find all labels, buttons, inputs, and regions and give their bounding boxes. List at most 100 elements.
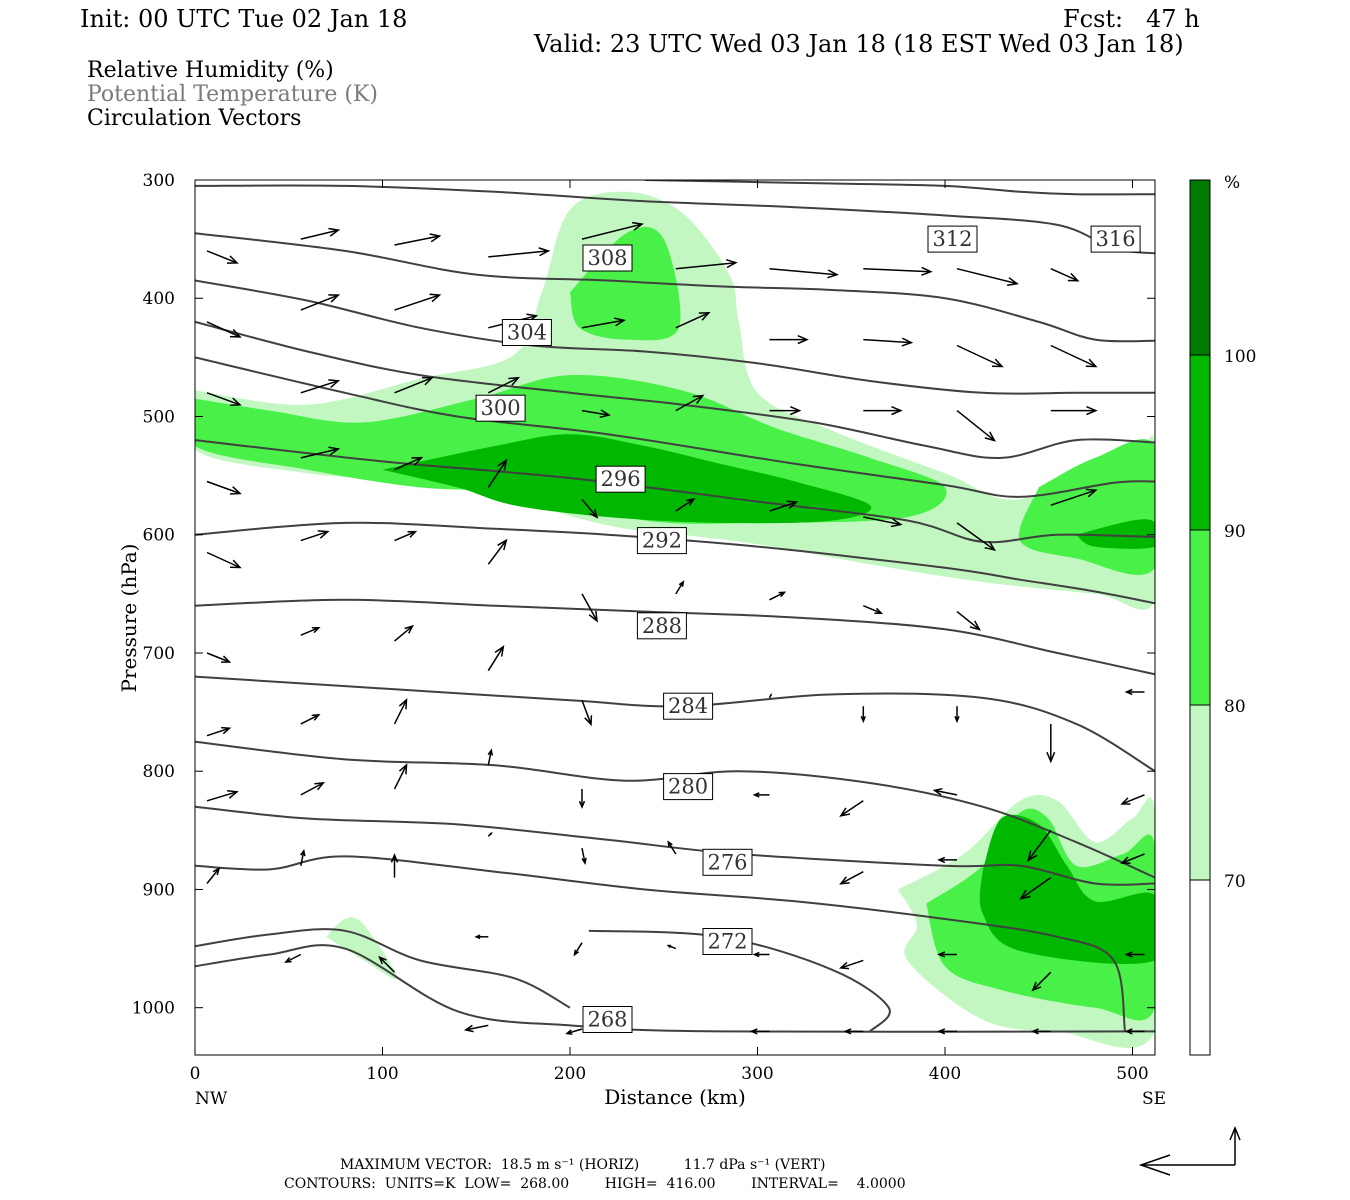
vector-head — [573, 949, 580, 957]
theta-contour-296 — [195, 521, 1155, 605]
vector-shaft — [863, 516, 901, 526]
vector-head — [494, 645, 505, 657]
vector-head — [538, 247, 551, 257]
colorbar: 100 90 80 70 — [1189, 179, 1256, 1056]
vector-head — [937, 951, 946, 958]
y-axis-title: Pressure (hPa) — [117, 544, 141, 693]
vector-head — [769, 693, 772, 697]
theta-label-box — [475, 394, 526, 422]
rh-fill-layer — [195, 191, 1155, 1049]
theta-contour-284 — [195, 740, 1155, 879]
circulation-vector — [675, 580, 685, 595]
theta-contour-label: 272 — [707, 930, 747, 954]
vector-head — [229, 486, 242, 495]
circulation-vector — [839, 800, 864, 817]
vector-shaft — [394, 625, 413, 642]
vector-shaft — [378, 956, 396, 973]
theta-contour-324 — [644, 180, 1155, 196]
colorbar-swatch — [1190, 355, 1210, 530]
vector-head — [752, 792, 760, 798]
circulation-vector — [1050, 268, 1080, 282]
vector-head — [463, 1024, 474, 1033]
circulation-vector — [752, 951, 770, 958]
circulation-vector — [565, 1028, 583, 1035]
vector-head — [686, 498, 696, 506]
theta-label-box — [663, 773, 714, 801]
rh-region-80 — [570, 226, 681, 341]
vector-shaft — [300, 229, 339, 240]
circulation-vector — [1120, 853, 1145, 864]
vector-head — [1086, 406, 1098, 416]
circulation-vector — [581, 409, 611, 419]
theta-contour-280 — [195, 805, 1155, 886]
vector-shaft — [394, 294, 440, 311]
vector-head — [860, 716, 866, 724]
vector-shaft — [667, 841, 677, 855]
vector-head — [581, 857, 587, 866]
circulation-vector — [487, 538, 508, 565]
vector-head — [666, 944, 672, 949]
circulation-vector — [394, 456, 424, 471]
circulation-vector — [394, 233, 442, 246]
vector-shaft — [206, 250, 238, 264]
vector-head — [1085, 488, 1098, 498]
circulation-vector — [390, 853, 399, 878]
theta-label-box — [702, 928, 753, 955]
vector-shaft — [769, 501, 797, 512]
x-end-label-right: SE — [1142, 1089, 1166, 1109]
init-time: Init: 00 UTC Tue 02 Jan 18 — [80, 5, 408, 33]
vector-shaft — [675, 581, 684, 595]
vector-shaft — [206, 480, 241, 495]
legend-circulation-vectors: Circulation Vectors — [87, 106, 302, 131]
circulation-vector — [843, 1028, 864, 1035]
circulation-vector — [206, 551, 242, 569]
vector-shaft — [394, 457, 422, 471]
vector-head — [1120, 856, 1131, 864]
vector-head — [508, 376, 521, 386]
vector-head — [407, 530, 418, 538]
vector-shaft — [206, 727, 230, 737]
circulation-vector — [206, 866, 221, 884]
circulation-vector — [769, 500, 799, 512]
vector-head — [984, 431, 997, 442]
circulation-vector — [206, 726, 232, 737]
vector-head — [678, 580, 685, 587]
vector-head — [578, 800, 586, 809]
vector-shaft — [934, 789, 958, 796]
circulation-vector — [749, 1028, 770, 1035]
vector-head — [1030, 1028, 1039, 1035]
circulation-vector — [954, 706, 960, 724]
circulation-vector — [769, 406, 802, 416]
vector-head — [797, 335, 809, 345]
circulation-vector — [393, 698, 408, 725]
vector-shaft — [465, 1024, 489, 1031]
circulation-vector — [487, 376, 521, 394]
theta-contour-272 — [195, 928, 571, 1009]
vector-head — [752, 951, 760, 958]
vector-head — [890, 518, 903, 528]
vector-head — [1027, 850, 1038, 862]
vector-shaft — [566, 1028, 583, 1035]
circulation-vector — [394, 624, 414, 642]
vector-shaft — [956, 522, 995, 551]
colorbar-swatch — [1190, 880, 1210, 1055]
vector-shaft — [1121, 853, 1145, 864]
theta-contour-label: 268 — [587, 1008, 627, 1032]
vector-head — [221, 726, 232, 735]
circulation-vector — [488, 247, 551, 258]
circulation-vector — [675, 498, 696, 512]
circulation-vector — [581, 593, 598, 623]
vector-head — [1019, 889, 1031, 900]
theta-contour-268 — [195, 944, 1155, 1033]
vector-shaft — [581, 319, 625, 329]
vector-shaft — [1020, 876, 1052, 900]
colorbar-swatch — [1190, 180, 1210, 355]
vector-head — [1120, 797, 1131, 805]
vector-shaft — [206, 551, 241, 569]
rh-region-90 — [979, 814, 1155, 964]
vector-head — [229, 397, 242, 407]
circulation-vector — [839, 871, 864, 885]
circulation-vector — [863, 605, 884, 614]
circulation-vector — [284, 953, 302, 963]
